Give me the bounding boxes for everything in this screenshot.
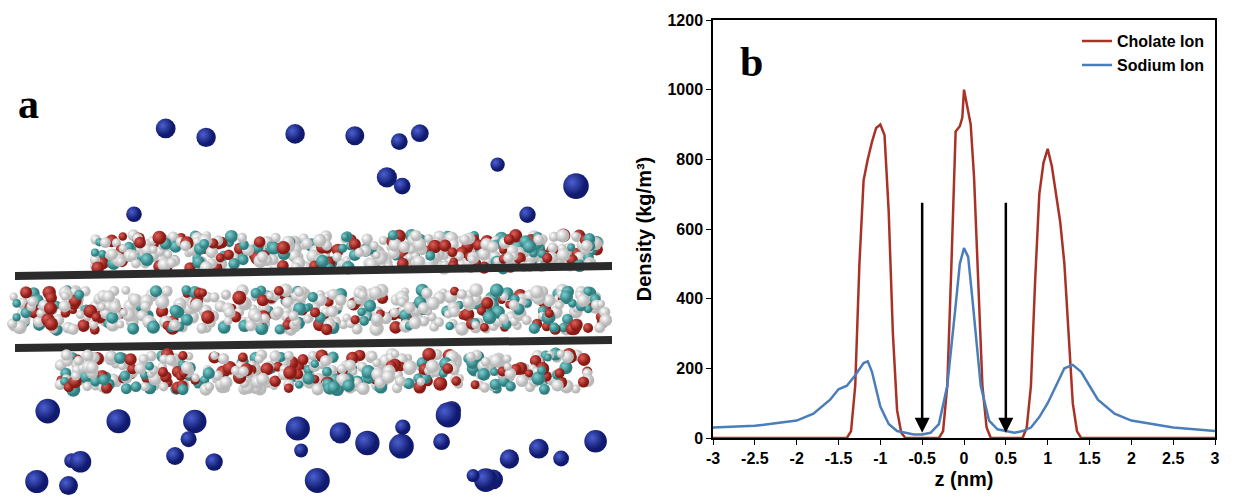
- svg-text:-0.5: -0.5: [908, 450, 936, 467]
- svg-text:1: 1: [1043, 450, 1052, 467]
- svg-text:-2: -2: [790, 450, 804, 467]
- svg-text:-3: -3: [706, 450, 720, 467]
- svg-text:-1: -1: [873, 450, 887, 467]
- svg-text:800: 800: [676, 151, 703, 168]
- svg-text:400: 400: [676, 290, 703, 307]
- svg-text:a: a: [18, 81, 39, 127]
- svg-text:-2.5: -2.5: [741, 450, 769, 467]
- svg-text:0: 0: [960, 450, 969, 467]
- svg-text:0.5: 0.5: [995, 450, 1017, 467]
- svg-text:2.5: 2.5: [1162, 450, 1184, 467]
- svg-text:Cholate Ion: Cholate Ion: [1117, 33, 1204, 50]
- svg-text:b: b: [740, 39, 763, 85]
- svg-text:0: 0: [694, 430, 703, 447]
- svg-text:1000: 1000: [667, 81, 703, 98]
- svg-text:3: 3: [1211, 450, 1220, 467]
- svg-text:600: 600: [676, 221, 703, 238]
- svg-text:z (nm): z (nm): [935, 468, 994, 490]
- svg-text:-1.5: -1.5: [825, 450, 853, 467]
- svg-text:Sodium Ion: Sodium Ion: [1117, 57, 1204, 74]
- svg-text:Density (kg/m³): Density (kg/m³): [633, 157, 655, 301]
- svg-text:1.5: 1.5: [1078, 450, 1100, 467]
- svg-text:200: 200: [676, 360, 703, 377]
- svg-text:1200: 1200: [667, 12, 703, 29]
- svg-text:2: 2: [1127, 450, 1136, 467]
